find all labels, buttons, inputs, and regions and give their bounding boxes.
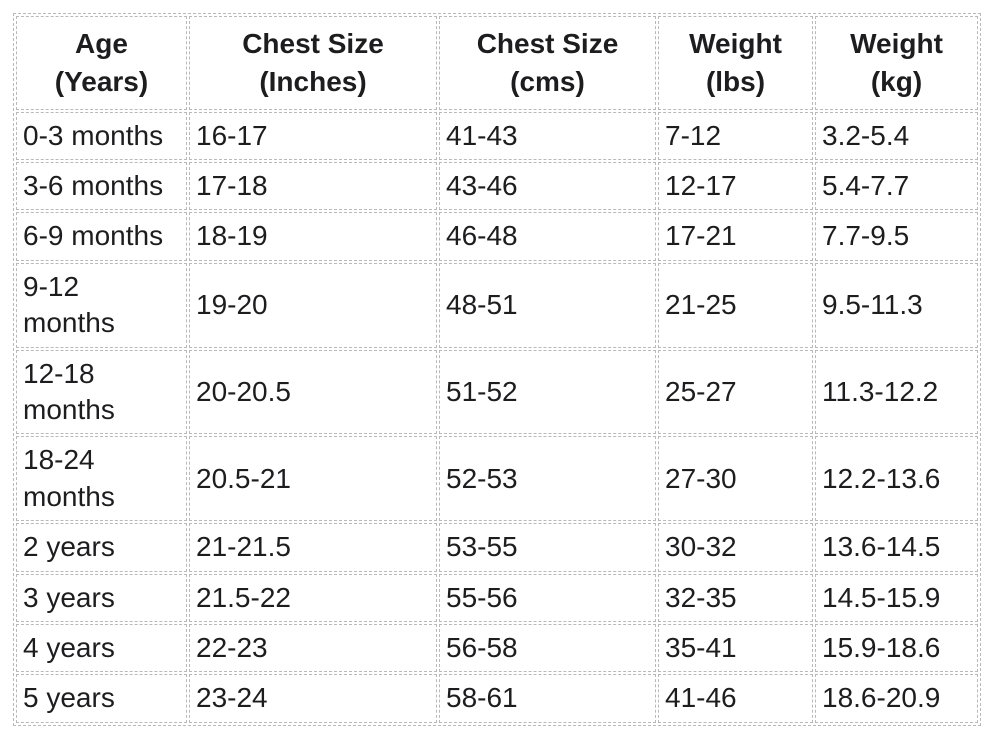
cell-age: 2 years xyxy=(16,523,187,572)
column-header-line2: (cms) xyxy=(510,65,585,97)
cell-weight_kg: 11.3-12.2 xyxy=(815,349,978,435)
column-header-line1: Chest Size xyxy=(476,28,619,59)
column-header-line2: (Years) xyxy=(54,65,149,97)
cell-age: 18-24 months xyxy=(16,436,187,522)
size-chart-table: Age (Years) Chest Size (Inches) Chest Size (c… xyxy=(13,13,981,726)
cell-chest_cms: 46-48 xyxy=(439,212,656,261)
column-header-weight_kg: Weight (kg) xyxy=(815,16,978,110)
column-header-age: Age (Years) xyxy=(16,16,187,110)
cell-weight_lbs: 7-12 xyxy=(658,111,813,160)
cell-age: 5 years xyxy=(16,674,187,723)
cell-chest_inches: 23-24 xyxy=(189,674,437,723)
table-row: 18-24 months 20.5-21 52-53 27-30 12.2-13.6 xyxy=(16,436,978,522)
cell-weight_lbs: 27-30 xyxy=(658,436,813,522)
table-row: 5 years 23-24 58-61 41-46 18.6-20.9 xyxy=(16,674,978,723)
table-row: 0-3 months 16-17 41-43 7-12 3.2-5.4 xyxy=(16,111,978,160)
cell-chest_cms: 52-53 xyxy=(439,436,656,522)
cell-weight_kg: 5.4-7.7 xyxy=(815,161,978,211)
cell-weight_lbs: 17-21 xyxy=(658,212,813,261)
cell-age: 9-12 months xyxy=(16,262,187,348)
cell-weight_lbs: 32-35 xyxy=(658,573,813,622)
column-header-line1: Weight xyxy=(689,28,782,59)
cell-weight_kg: 15.9-18.6 xyxy=(815,623,978,673)
table-header: Age (Years) Chest Size (Inches) Chest Size (c… xyxy=(16,16,978,110)
column-header-weight_lbs: Weight (lbs) xyxy=(658,16,813,110)
cell-chest_inches: 21.5-22 xyxy=(189,573,437,622)
cell-chest_cms: 58-61 xyxy=(439,674,656,723)
cell-weight_kg: 9.5-11.3 xyxy=(815,262,978,348)
cell-chest_inches: 18-19 xyxy=(189,212,437,261)
column-header-line2: (Inches) xyxy=(259,65,367,97)
cell-age: 12-18 months xyxy=(16,349,187,435)
column-header-chest_inches: Chest Size (Inches) xyxy=(189,16,437,110)
table-body: 0-3 months 16-17 41-43 7-12 3.2-5.4 3-6 month… xyxy=(16,111,978,723)
column-header-line2: (lbs) xyxy=(705,65,766,97)
cell-age: 3 years xyxy=(16,573,187,622)
cell-chest_cms: 55-56 xyxy=(439,573,656,622)
cell-chest_cms: 48-51 xyxy=(439,262,656,348)
column-header-line1: Weight xyxy=(850,28,943,59)
cell-weight_kg: 7.7-9.5 xyxy=(815,212,978,261)
cell-age: 4 years xyxy=(16,623,187,673)
cell-chest_inches: 21-21.5 xyxy=(189,523,437,572)
cell-age: 3-6 months xyxy=(16,161,187,211)
cell-chest_cms: 51-52 xyxy=(439,349,656,435)
cell-chest_inches: 22-23 xyxy=(189,623,437,673)
cell-chest_cms: 41-43 xyxy=(439,111,656,160)
table-row: 12-18 months 20-20.5 51-52 25-27 11.3-12.2 xyxy=(16,349,978,435)
cell-age: 6-9 months xyxy=(16,212,187,261)
cell-weight_kg: 13.6-14.5 xyxy=(815,523,978,572)
table-row: 3-6 months 17-18 43-46 12-17 5.4-7.7 xyxy=(16,161,978,211)
cell-chest_inches: 20-20.5 xyxy=(189,349,437,435)
header-row: Age (Years) Chest Size (Inches) Chest Size (c… xyxy=(16,16,978,110)
cell-weight_lbs: 35-41 xyxy=(658,623,813,673)
table-row: 9-12 months 19-20 48-51 21-25 9.5-11.3 xyxy=(16,262,978,348)
cell-chest_cms: 53-55 xyxy=(439,523,656,572)
column-header-line1: Age xyxy=(75,28,128,59)
table-row: 2 years 21-21.5 53-55 30-32 13.6-14.5 xyxy=(16,523,978,572)
cell-weight_kg: 18.6-20.9 xyxy=(815,674,978,723)
cell-weight_lbs: 12-17 xyxy=(658,161,813,211)
cell-age: 0-3 months xyxy=(16,111,187,160)
column-header-chest_cms: Chest Size (cms) xyxy=(439,16,656,110)
table-row: 6-9 months 18-19 46-48 17-21 7.7-9.5 xyxy=(16,212,978,261)
cell-weight_kg: 12.2-13.6 xyxy=(815,436,978,522)
cell-weight_lbs: 21-25 xyxy=(658,262,813,348)
cell-weight_kg: 14.5-15.9 xyxy=(815,573,978,622)
column-header-line1: Chest Size xyxy=(242,28,384,59)
cell-weight_lbs: 41-46 xyxy=(658,674,813,723)
table-row: 4 years 22-23 56-58 35-41 15.9-18.6 xyxy=(16,623,978,673)
cell-weight_kg: 3.2-5.4 xyxy=(815,111,978,160)
table-row: 3 years 21.5-22 55-56 32-35 14.5-15.9 xyxy=(16,573,978,622)
cell-chest_inches: 19-20 xyxy=(189,262,437,348)
cell-chest_inches: 16-17 xyxy=(189,111,437,160)
cell-chest_cms: 43-46 xyxy=(439,161,656,211)
column-header-line2: (kg) xyxy=(870,65,923,97)
cell-chest_inches: 20.5-21 xyxy=(189,436,437,522)
cell-weight_lbs: 30-32 xyxy=(658,523,813,572)
cell-chest_cms: 56-58 xyxy=(439,623,656,673)
cell-chest_inches: 17-18 xyxy=(189,161,437,211)
cell-weight_lbs: 25-27 xyxy=(658,349,813,435)
